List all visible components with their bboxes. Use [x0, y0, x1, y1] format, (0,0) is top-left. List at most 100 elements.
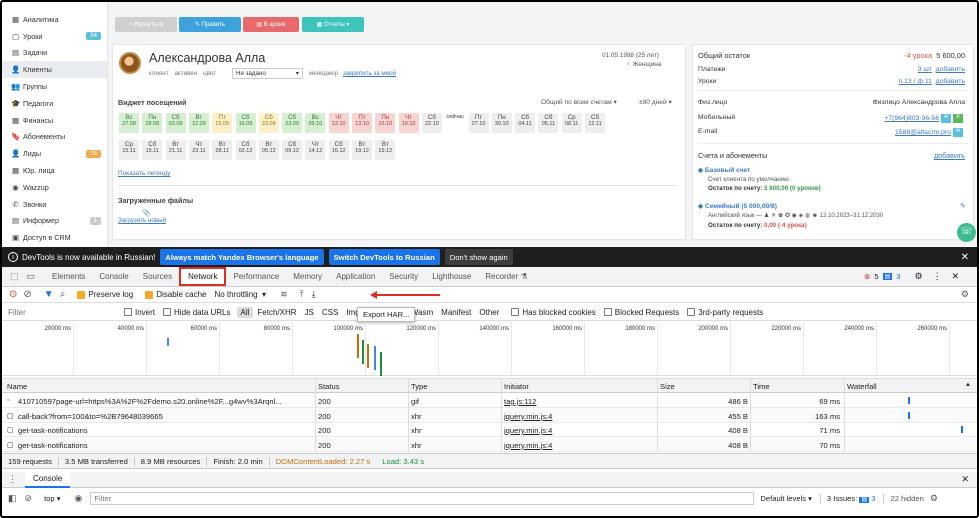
record-icon[interactable]: ⊙: [9, 289, 18, 300]
resource-type-filter[interactable]: Other: [479, 307, 500, 317]
sidebar-item[interactable]: ▢ Уроки 54: [2, 28, 107, 45]
visit-cell[interactable]: Сб 22.10: [421, 113, 442, 133]
visit-cell[interactable]: Вт 12.09: [188, 113, 209, 133]
issues-link[interactable]: 3 Issues: ▤ 3: [819, 493, 875, 503]
client-tag[interactable]: клиент: [149, 70, 169, 77]
sidebar-item[interactable]: ▦ Финансы: [2, 112, 107, 129]
visit-cell[interactable]: Ср 15.11: [119, 140, 139, 160]
devtools-tab[interactable]: Security: [389, 272, 419, 281]
visit-cell[interactable]: Вт 21.11: [165, 140, 186, 160]
sidebar-item[interactable]: 👤 Клиенты: [2, 61, 107, 79]
client-status-select[interactable]: Не задано ▾: [232, 68, 303, 79]
top-action-button[interactable]: ▦ Отчеты ▾: [302, 17, 364, 32]
top-action-button[interactable]: + Вернуться: [115, 17, 177, 32]
issues-icon[interactable]: ▤: [882, 273, 893, 280]
close-devtools-icon[interactable]: ✕: [951, 271, 960, 281]
dont-show-button[interactable]: Don't show again: [444, 249, 513, 265]
resource-type-filter[interactable]: Manifest: [441, 307, 472, 317]
resource-type-filter[interactable]: Img: [346, 307, 360, 317]
sidebar-item[interactable]: 👤 Лиды 16: [2, 145, 107, 162]
top-action-button[interactable]: ✎ Править: [179, 17, 241, 32]
client-tag[interactable]: активен: [174, 70, 198, 77]
column-header[interactable]: Name: [7, 382, 28, 391]
add-lesson-link[interactable]: добавить: [935, 78, 965, 85]
column-header[interactable]: Time: [753, 382, 770, 391]
visit-cell[interactable]: Пт 15.09: [212, 113, 233, 133]
column-header[interactable]: Initiator: [504, 382, 529, 391]
sidebar-item[interactable]: ▤ Информер 1: [2, 213, 107, 230]
sidebar-item[interactable]: ▣ Доступ в CRM: [2, 229, 107, 246]
visit-cell[interactable]: Сб 16.12: [328, 140, 349, 160]
visit-cell[interactable]: Сб 16.09: [235, 113, 256, 133]
top-action-button[interactable]: ▤ В архив: [243, 17, 299, 32]
column-header[interactable]: Status: [318, 382, 340, 391]
visit-cell[interactable]: Вт 05.12: [258, 140, 279, 160]
request-row[interactable]: ◦ 410710597page-url=https%3A%2F%2Fdemo.s2…: [2, 394, 977, 408]
visit-cell[interactable]: Чт 12.10: [328, 113, 349, 133]
devtools-tab[interactable]: Application: [336, 272, 376, 281]
sidebar-item[interactable]: ▦ Юр. лица: [2, 162, 107, 179]
sms-icon[interactable]: ✉: [941, 114, 951, 123]
throttling-select[interactable]: No throttling ▾: [214, 290, 267, 299]
visit-cell[interactable]: Вс 27.08: [119, 113, 139, 133]
hide-data-urls-checkbox[interactable]: Hide data URLs: [163, 308, 231, 317]
blocked-cookies-checkbox[interactable]: Has blocked cookies: [511, 308, 596, 317]
visits-filter-select[interactable]: Общий по всем счетам ▾: [541, 99, 617, 106]
visit-cell[interactable]: Сб 04.11: [515, 113, 536, 133]
visit-cell[interactable]: Сб 03.09: [165, 113, 186, 133]
request-row[interactable]: ▢ call-back?from=100&to=%2B79648039665 200…: [2, 408, 977, 423]
drawer-menu-icon[interactable]: ⋮: [8, 474, 17, 484]
visits-days-select[interactable]: ±90 дней ▾: [639, 99, 672, 106]
devtools-tab[interactable]: Lighthouse: [432, 272, 472, 281]
assign-manager-link[interactable]: закрепить за мной: [343, 70, 397, 77]
devtools-tab[interactable]: Recorder ⚗: [485, 272, 528, 281]
sidebar-toggle-icon[interactable]: ◧: [8, 492, 17, 503]
more-icon[interactable]: ⋮: [932, 271, 942, 281]
visit-cell[interactable]: Вт 19.12: [352, 140, 372, 160]
resource-type-filter[interactable]: Fetch/XHR: [257, 307, 297, 317]
match-language-button[interactable]: Always match Yandex Browser's language: [160, 249, 324, 265]
column-header[interactable]: Size: [660, 382, 675, 391]
visit-cell[interactable]: Сб 02.12: [235, 140, 256, 160]
wifi-icon[interactable]: ≋: [280, 289, 288, 299]
export-har-icon[interactable]: ⤓: [311, 289, 316, 299]
visit-cell[interactable]: Чт 23.11: [188, 140, 209, 160]
sidebar-item[interactable]: 🎓 Педагоги: [2, 95, 107, 112]
close-drawer-icon[interactable]: ✕: [961, 474, 969, 484]
device-icon[interactable]: ▭: [26, 271, 36, 281]
mobile-value[interactable]: +7(964)803-96-56: [884, 115, 939, 122]
request-row[interactable]: ▢ get-task-notifications 200 xhr jquery.min.…: [2, 423, 977, 437]
devtools-tab[interactable]: Memory: [293, 272, 323, 281]
visit-cell[interactable]: Сб 05.11: [538, 113, 559, 133]
visit-cell[interactable]: Сб 23.09: [258, 113, 279, 133]
sidebar-item[interactable]: 👥 Группы: [2, 78, 107, 95]
sidebar-item[interactable]: ▤ Задачи: [2, 45, 107, 62]
visit-cell[interactable]: сейчас: [445, 113, 466, 133]
settings-icon[interactable]: ⚙: [914, 271, 923, 281]
console-filter-input[interactable]: Filter: [90, 491, 755, 505]
request-initiator[interactable]: jquery.min.js:4: [504, 440, 553, 450]
eye-icon[interactable]: ◉: [74, 492, 83, 503]
request-initiator[interactable]: jquery.min.js:4: [504, 411, 553, 421]
resource-type-filter[interactable]: CSS: [321, 307, 339, 317]
payments-value[interactable]: 3 шт: [917, 66, 932, 73]
inspect-icon[interactable]: ⬚: [10, 271, 19, 281]
visit-cell[interactable]: Сб 12.11: [585, 113, 605, 133]
sidebar-item[interactable]: 🔖 Абонементы: [2, 129, 107, 146]
blocked-requests-checkbox[interactable]: Blocked Requests: [603, 308, 679, 317]
visit-cell[interactable]: Вс 09.10: [305, 113, 326, 133]
invert-checkbox[interactable]: Invert: [124, 308, 155, 317]
devtools-tab[interactable]: Performance: [233, 272, 280, 281]
resource-type-filter[interactable]: All: [236, 306, 254, 318]
console-settings-icon[interactable]: ⚙: [929, 492, 938, 503]
preserve-log-checkbox[interactable]: Preserve log: [77, 290, 133, 299]
sidebar-item[interactable]: ◉ Wazzup: [2, 179, 107, 196]
network-filter-input[interactable]: Filter: [8, 307, 26, 317]
visit-cell[interactable]: Сб 23.09: [282, 113, 303, 133]
mail-icon[interactable]: ✉: [953, 128, 963, 137]
resource-type-filter[interactable]: JS: [304, 307, 314, 317]
clear-console-icon[interactable]: ⊘: [24, 492, 33, 503]
visit-cell[interactable]: Сб 15.11: [142, 140, 163, 160]
sidebar-item[interactable]: ✆ Звонки: [2, 196, 107, 213]
phone-icon[interactable]: ✆: [953, 114, 963, 123]
